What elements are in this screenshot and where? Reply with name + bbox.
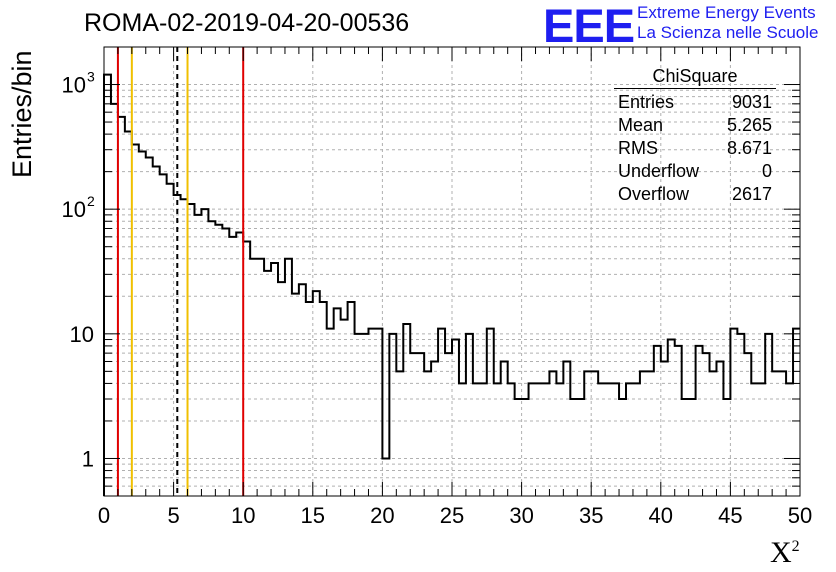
y-tick-label: 10 (62, 73, 86, 98)
x-tick-label: 5 (167, 503, 179, 528)
stats-label: Entries (618, 92, 675, 112)
x-tick-label: 40 (649, 503, 673, 528)
x-tick-label: 15 (301, 503, 325, 528)
x-tick-label: 35 (579, 503, 603, 528)
y-tick-label: 10 (62, 197, 86, 222)
stats-label: Overflow (618, 184, 690, 204)
x-axis-label-base: X (770, 536, 792, 569)
logo-line-2: La Scienza nelle Scuole (637, 23, 819, 42)
stats-label: RMS (618, 138, 658, 158)
stats-row-entries: Entries 9031 (610, 92, 780, 115)
stats-box: ChiSquare Entries 9031 Mean 5.265 RMS 8.… (610, 66, 780, 207)
stats-title-rule (614, 88, 776, 89)
histogram-series (103, 73, 800, 496)
x-tick-label: 20 (370, 503, 394, 528)
y-tick-label: 1 (82, 446, 94, 471)
stats-value: 5.265 (726, 115, 772, 135)
stats-label: Mean (618, 115, 664, 135)
x-tick-label: 25 (440, 503, 464, 528)
y-tick-label: 10 (70, 322, 94, 347)
x-tick-label: 50 (788, 503, 812, 528)
stats-value: 0 (761, 161, 772, 181)
stats-title: ChiSquare (652, 66, 738, 86)
stats-row-underflow: Underflow 0 (610, 161, 780, 184)
stats-value: 2617 (731, 184, 772, 204)
x-tick-label: 10 (231, 503, 255, 528)
stats-row-overflow: Overflow 2617 (610, 184, 780, 207)
eee-logo: EEE (543, 0, 635, 52)
stats-value: 9031 (731, 92, 772, 112)
y-tick-exponent: 2 (87, 193, 95, 209)
x-axis-label-sup: 2 (791, 538, 800, 555)
logo-line-1: Extreme Energy Events (637, 3, 816, 22)
x-tick-label: 45 (718, 503, 742, 528)
y-tick-exponent: 3 (87, 69, 95, 85)
stats-label: Underflow (618, 161, 700, 181)
x-axis-label: X2 (770, 536, 800, 570)
x-tick-label: 30 (509, 503, 533, 528)
stats-row-rms: RMS 8.671 (610, 138, 780, 161)
x-tick-label: 0 (98, 503, 110, 528)
stats-row-mean: Mean 5.265 (610, 115, 780, 138)
plot-title: ROMA-02-2019-04-20-00536 (84, 9, 410, 37)
stats-value: 8.671 (726, 138, 772, 158)
